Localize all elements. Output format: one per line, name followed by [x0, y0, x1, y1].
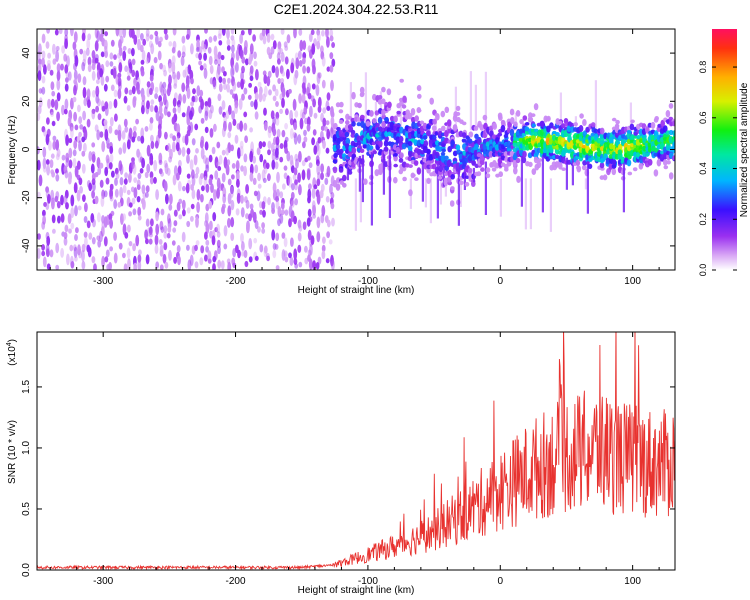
snr-line	[37, 332, 675, 570]
x-tick-label: -100	[358, 276, 378, 287]
colorbar-ticks: 0.0 0.2 0.4 0.6 0.8	[698, 61, 737, 276]
colorbar-tick-label: 0.4	[698, 162, 708, 175]
colorbar-gradient	[712, 29, 737, 270]
x-tick-label: -200	[226, 276, 246, 287]
x-tick-label: -300	[93, 276, 113, 287]
y-tick-label: 20	[21, 95, 32, 107]
x-tick-label: 100	[624, 276, 641, 287]
colorbar-tick-label: 0.8	[698, 61, 708, 74]
snr-panel: -300 -200 -100 0 100 0.0 0.5 1.0 1.5 Height of s…	[6, 331, 676, 596]
spectrogram-heatmap	[37, 29, 675, 270]
snr-xlabel: Height of straight line (km)	[298, 585, 415, 596]
y-tick-label: 0	[21, 146, 32, 152]
y-tick-label: 0.5	[21, 502, 32, 516]
snr-ylabel: SNR (10 * v/v)	[7, 420, 18, 484]
y-tick-label: 1.5	[21, 380, 32, 394]
x-tick-label: 0	[497, 276, 503, 287]
snr-frame	[36, 331, 676, 571]
spectrogram-ylabel: Frequency (Hz)	[7, 116, 18, 185]
colorbar-tick-label: 0.2	[698, 213, 708, 226]
snr-axes: -300 -200 -100 0 100 0.0 0.5 1.0 1.5	[21, 332, 675, 587]
x-tick-label: -300	[93, 576, 113, 587]
y-tick-label: 0.0	[21, 563, 32, 577]
y-tick-label: -40	[21, 238, 32, 253]
x-tick-label: -200	[226, 576, 246, 587]
snr-multiplier: (x104)	[6, 339, 18, 366]
colorbar-tick-label: 0.0	[698, 264, 708, 277]
y-tick-label: 1.0	[21, 441, 32, 455]
figure-title: C2E1.2024.304.22.53.R11	[274, 1, 439, 17]
x-tick-label: 0	[497, 576, 503, 587]
snr-series	[37, 332, 675, 570]
colorbar: 0.0 0.2 0.4 0.6 0.8 Normalized spectral ampl…	[698, 29, 750, 276]
x-tick-label: 100	[624, 576, 641, 587]
x-tick-label: -100	[358, 576, 378, 587]
spectrogram-xlabel: Height of straight line (km)	[298, 285, 415, 296]
y-tick-label: -20	[21, 190, 32, 205]
colorbar-label: Normalized spectral amplitude	[739, 82, 750, 217]
y-tick-label: 40	[21, 47, 32, 59]
colorbar-tick-label: 0.6	[698, 112, 708, 125]
